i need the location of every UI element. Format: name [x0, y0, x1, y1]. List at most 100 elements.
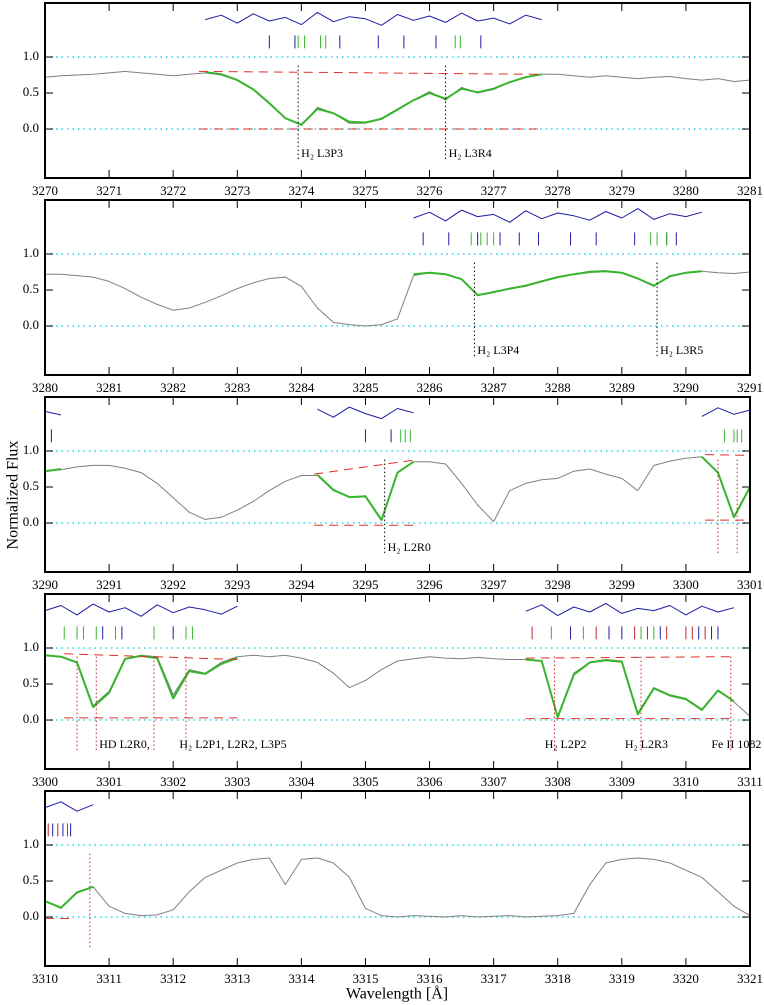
x-tick-label: 3275	[352, 183, 378, 198]
x-tick-label: 3270	[32, 183, 58, 198]
x-tick-label: 3281	[96, 380, 122, 395]
x-tick-label: 3315	[352, 971, 378, 986]
series-line	[44, 654, 751, 717]
x-tick-label: 3293	[224, 577, 250, 592]
series-line	[705, 454, 751, 456]
series-line	[44, 801, 94, 812]
x-tick-label: 3303	[224, 774, 250, 789]
panel-frame	[44, 199, 751, 376]
x-tick-label: 3271	[96, 183, 122, 198]
line-label: H₂ L3R5	[660, 343, 703, 357]
x-tick-label: 3285	[352, 380, 378, 395]
y-axis-label: Normalized Flux	[5, 441, 22, 550]
x-tick-label: 3321	[737, 971, 763, 986]
panel-frame	[44, 790, 751, 967]
series-line	[44, 885, 94, 909]
series-line	[198, 70, 539, 75]
x-tick-label: 3310	[673, 774, 699, 789]
series-line	[413, 270, 702, 297]
y-tick-label: 0.5	[23, 478, 39, 493]
y-tick-label: 1.0	[23, 836, 39, 851]
y-tick-label: 0.5	[23, 675, 39, 690]
y-tick-label: 0.0	[23, 514, 39, 529]
y-tick-label: 0.0	[23, 120, 39, 135]
x-tick-label: 3311	[737, 774, 763, 789]
series-line	[44, 456, 751, 522]
x-tick-label: 3294	[288, 577, 315, 592]
line-label: H₂ L2P2	[545, 737, 587, 751]
y-tick-label: 0.0	[23, 711, 39, 726]
y-tick-label: 0.0	[23, 908, 39, 923]
x-tick-label: 3297	[481, 577, 508, 592]
series-line	[44, 654, 735, 719]
x-tick-label: 3283	[224, 380, 250, 395]
series-line	[44, 456, 751, 523]
x-tick-label: 3281	[737, 183, 763, 198]
series-line	[44, 857, 751, 918]
y-tick-label: 0.0	[23, 317, 39, 332]
y-tick-label: 0.5	[23, 84, 39, 99]
x-tick-label: 3280	[32, 380, 58, 395]
x-tick-label: 3314	[288, 971, 315, 986]
x-tick-label: 3300	[32, 774, 58, 789]
x-tick-label: 3307	[481, 774, 508, 789]
x-tick-label: 3282	[160, 380, 186, 395]
x-tick-label: 3319	[609, 971, 635, 986]
x-tick-label: 3287	[481, 380, 508, 395]
y-tick-label: 1.0	[23, 639, 39, 654]
series-line	[205, 71, 542, 126]
panel-frame	[44, 2, 751, 179]
series-line	[44, 406, 751, 420]
x-tick-label: 3290	[32, 577, 58, 592]
series-line	[314, 459, 417, 475]
x-tick-label: 3274	[288, 183, 315, 198]
y-tick-label: 0.5	[23, 281, 39, 296]
x-tick-label: 3288	[545, 380, 571, 395]
x-tick-label: 3289	[609, 380, 635, 395]
x-tick-label: 3308	[545, 774, 571, 789]
x-tick-label: 3278	[545, 183, 571, 198]
x-tick-label: 3298	[545, 577, 571, 592]
series-line	[413, 208, 703, 223]
x-tick-label: 3304	[288, 774, 315, 789]
x-tick-label: 3299	[609, 577, 635, 592]
x-tick-label: 3317	[481, 971, 508, 986]
x-tick-label: 3320	[673, 971, 699, 986]
line-label: H₂ L2R0	[388, 540, 431, 554]
y-tick-label: 1.0	[23, 48, 39, 63]
series-line	[44, 602, 735, 617]
x-tick-label: 3311	[96, 971, 122, 986]
line-label: HD L2R0,	[99, 737, 150, 751]
x-tick-label: 3277	[481, 183, 508, 198]
series-line	[205, 11, 542, 26]
x-tick-label: 3280	[673, 183, 699, 198]
x-tick-label: 3276	[417, 183, 444, 198]
x-tick-label: 3318	[545, 971, 571, 986]
x-tick-label: 3300	[673, 577, 699, 592]
series-line	[45, 270, 751, 327]
series-line	[525, 656, 731, 659]
x-tick-label: 3302	[160, 774, 186, 789]
x-tick-label: 3291	[96, 577, 122, 592]
line-label: H₂ L3R4	[449, 146, 492, 160]
y-tick-label: 1.0	[23, 442, 39, 457]
line-label: H₂ L2R3	[625, 737, 668, 751]
x-tick-label: 3310	[32, 971, 58, 986]
x-tick-label: 3316	[417, 971, 444, 986]
x-tick-label: 3296	[417, 577, 444, 592]
x-tick-label: 3301	[737, 577, 763, 592]
line-label: H₂ L3P3	[301, 146, 343, 160]
line-label: H₂ L2P1, L2R2, L3P5	[179, 737, 286, 751]
x-tick-label: 3284	[288, 380, 315, 395]
x-tick-label: 3295	[352, 577, 378, 592]
y-tick-label: 1.0	[23, 245, 39, 260]
x-tick-label: 3272	[160, 183, 186, 198]
panel-frame	[44, 396, 751, 573]
line-label: H₂ L3P4	[477, 343, 519, 357]
x-tick-label: 3309	[609, 774, 635, 789]
x-tick-label: 3305	[352, 774, 378, 789]
x-tick-label: 3313	[224, 971, 250, 986]
x-tick-label: 3286	[417, 380, 444, 395]
x-tick-label: 3312	[160, 971, 186, 986]
y-tick-label: 0.5	[23, 872, 39, 887]
